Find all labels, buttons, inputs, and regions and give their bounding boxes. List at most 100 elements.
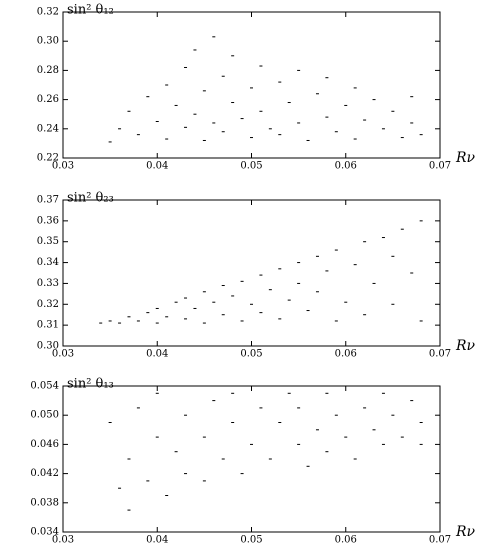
point	[250, 87, 253, 89]
point	[315, 93, 319, 95]
point	[353, 87, 357, 89]
point	[391, 414, 395, 416]
x-tick-label: 0.03	[52, 349, 74, 360]
point	[193, 49, 197, 51]
point	[353, 458, 357, 460]
point	[391, 303, 395, 305]
y-axis-title: sin² θ₂₃	[67, 191, 114, 206]
point	[231, 102, 235, 104]
point	[334, 320, 338, 322]
x-tick-label: 0.05	[240, 349, 262, 360]
x-tick-label: 0.05	[240, 161, 262, 172]
point	[391, 110, 395, 112]
y-tick-label: 0.22	[37, 153, 59, 164]
point	[240, 473, 244, 475]
point	[212, 301, 216, 303]
point	[353, 385, 357, 387]
point	[202, 90, 206, 92]
point	[155, 322, 159, 324]
point	[212, 36, 216, 38]
point	[136, 407, 140, 409]
point	[268, 458, 272, 460]
y-tick-label: 0.038	[30, 497, 59, 508]
point	[325, 77, 329, 79]
point	[278, 81, 282, 83]
point	[344, 301, 348, 303]
point	[259, 274, 263, 276]
point	[315, 291, 319, 293]
point	[287, 392, 291, 394]
point	[240, 320, 244, 322]
point	[193, 307, 197, 309]
point	[174, 104, 178, 106]
point	[155, 307, 159, 309]
plot-frame	[62, 385, 441, 533]
y-tick-label: 0.24	[37, 123, 59, 134]
point	[118, 487, 122, 489]
point	[202, 322, 206, 324]
point	[212, 122, 216, 124]
point	[221, 131, 225, 133]
y-tick-label: 0.046	[30, 439, 59, 450]
point	[127, 458, 131, 460]
point	[363, 407, 367, 409]
y-tick-label: 0.33	[37, 278, 59, 289]
x-axis-title: Rν	[455, 150, 476, 166]
point	[334, 131, 338, 133]
x-tick-label: 0.06	[335, 161, 357, 172]
y-tick-label: 0.042	[30, 468, 59, 479]
x-tick-label: 0.03	[52, 535, 74, 545]
point	[155, 121, 159, 122]
point	[146, 96, 150, 98]
point	[108, 320, 112, 322]
y-tick-label: 0.36	[37, 215, 59, 226]
point	[202, 436, 206, 438]
point	[259, 312, 263, 314]
y-tick-label: 0.35	[37, 236, 59, 247]
point	[297, 282, 301, 284]
point	[136, 134, 140, 136]
point	[381, 237, 385, 239]
point	[127, 110, 131, 112]
point	[118, 322, 122, 324]
x-tick-label: 0.04	[146, 161, 168, 172]
x-tick-label: 0.04	[146, 349, 168, 360]
point	[325, 116, 329, 118]
point	[221, 285, 225, 287]
point	[419, 320, 423, 322]
point	[419, 422, 423, 423]
point	[193, 113, 197, 115]
point	[146, 480, 150, 482]
point	[391, 255, 395, 257]
y-tick-label: 0.30	[37, 36, 59, 47]
point	[268, 289, 272, 291]
point	[287, 299, 291, 301]
point	[231, 392, 235, 394]
point	[184, 66, 188, 68]
point	[278, 268, 282, 270]
point	[221, 458, 225, 460]
point	[315, 429, 319, 431]
point	[381, 392, 385, 394]
point	[410, 122, 414, 124]
point	[372, 282, 376, 284]
point	[136, 320, 140, 322]
y-tick-label: 0.31	[37, 320, 59, 331]
point	[419, 443, 423, 445]
y-axis-title: sin² θ₁₂	[67, 3, 114, 18]
point	[363, 241, 367, 243]
point	[334, 414, 338, 416]
point	[165, 84, 169, 86]
point	[240, 118, 244, 120]
point	[363, 119, 367, 121]
point	[202, 291, 206, 293]
y-tick-label: 0.26	[37, 94, 59, 105]
point	[381, 443, 385, 445]
point	[259, 385, 263, 387]
point	[250, 443, 253, 445]
point	[419, 134, 423, 136]
x-tick-label: 0.07	[429, 161, 451, 172]
point	[410, 400, 414, 402]
point	[410, 96, 414, 98]
